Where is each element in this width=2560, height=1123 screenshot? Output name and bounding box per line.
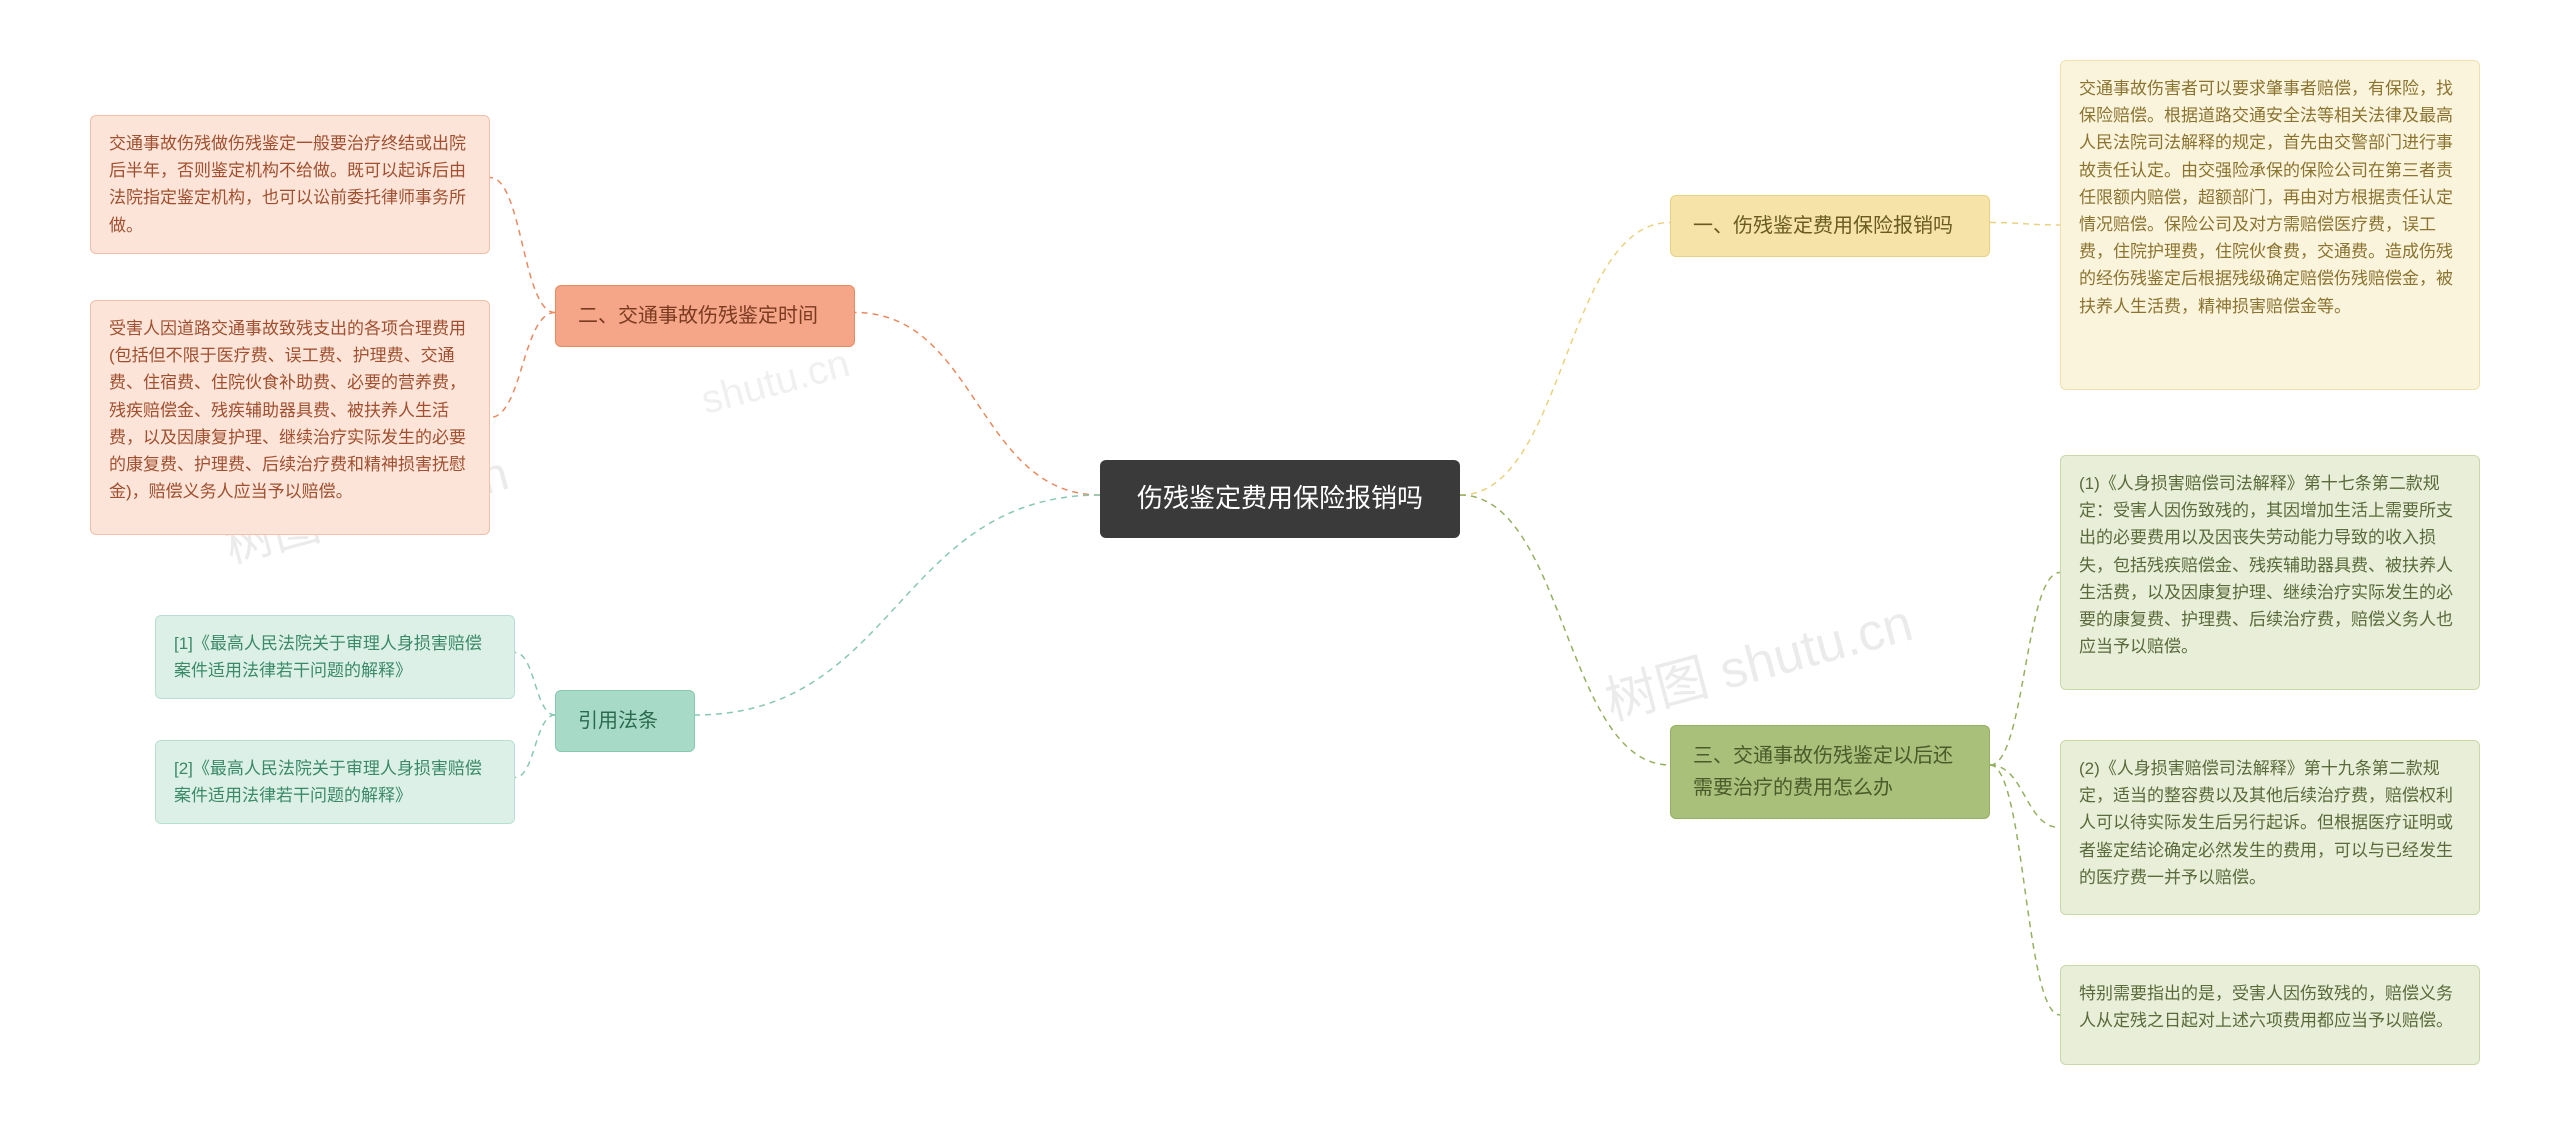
watermark: shutu.cn xyxy=(697,341,855,424)
leaf-b2-0: 交通事故伤残做伤残鉴定一般要治疗终结或出院后半年，否则鉴定机构不给做。既可以起诉… xyxy=(90,115,490,254)
branch-b1: 一、伤残鉴定费用保险报销吗 xyxy=(1670,195,1990,257)
leaf-b3-2: 特别需要指出的是，受害人因伤致残的，赔偿义务人从定残之日起对上述六项费用都应当予… xyxy=(2060,965,2480,1065)
branch-b2: 二、交通事故伤残鉴定时间 xyxy=(555,285,855,347)
branch-b3: 三、交通事故伤残鉴定以后还需要治疗的费用怎么办 xyxy=(1670,725,1990,819)
leaf-b3-0: (1)《人身损害赔偿司法解释》第十七条第二款规定：受害人因伤致残的，其因增加生活… xyxy=(2060,455,2480,690)
leaf-b2-1: 受害人因道路交通事故致残支出的各项合理费用(包括但不限于医疗费、误工费、护理费、… xyxy=(90,300,490,535)
leaf-b4-0: [1]《最高人民法院关于审理人身损害赔偿案件适用法律若干问题的解释》 xyxy=(155,615,515,699)
watermark: 树图 shutu.cn xyxy=(1596,581,1920,735)
leaf-b4-1: [2]《最高人民法院关于审理人身损害赔偿案件适用法律若干问题的解释》 xyxy=(155,740,515,824)
leaf-b3-1: (2)《人身损害赔偿司法解释》第十九条第二款规定，适当的整容费以及其他后续治疗费… xyxy=(2060,740,2480,915)
root-node: 伤残鉴定费用保险报销吗 xyxy=(1100,460,1460,538)
leaf-b1-0: 交通事故伤害者可以要求肇事者赔偿，有保险，找保险赔偿。根据道路交通安全法等相关法… xyxy=(2060,60,2480,390)
branch-b4: 引用法条 xyxy=(555,690,695,752)
